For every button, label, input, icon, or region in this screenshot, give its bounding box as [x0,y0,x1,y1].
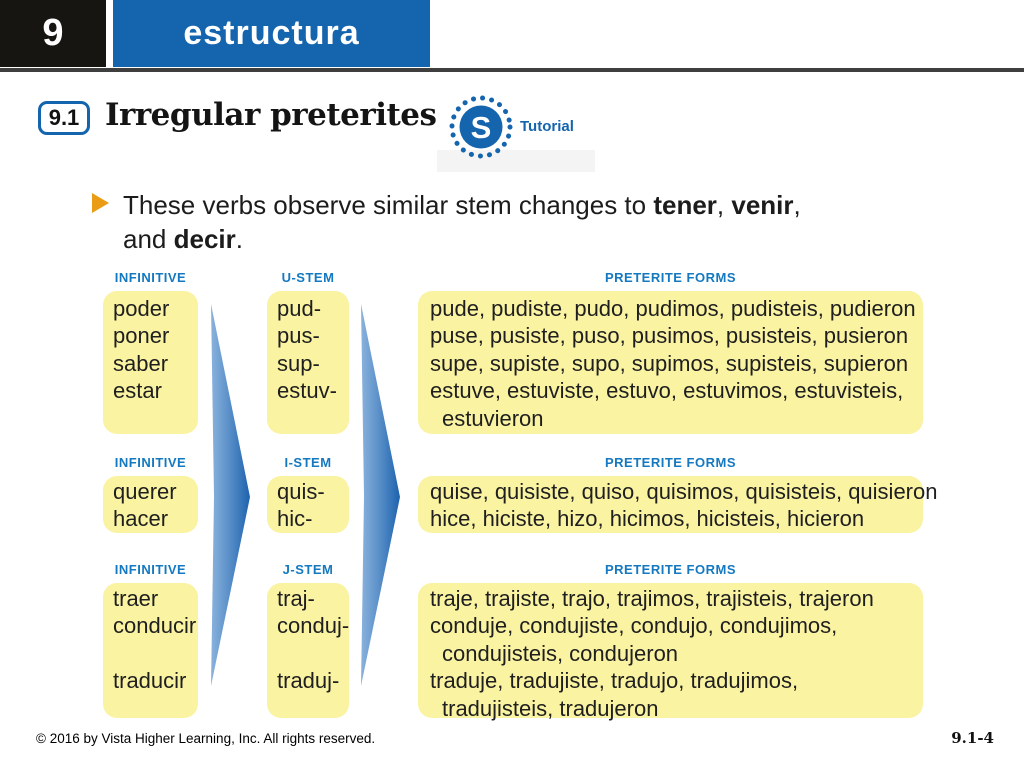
banner-rule [0,68,1024,72]
column-header-infinitive: INFINITIVE [114,455,187,470]
verb-line: conduj- [277,613,350,639]
verb-line: traduje, tradujiste, tradujo, tradujimos… [430,668,799,694]
bullet-arrow-icon [92,193,109,213]
column-header-stem: U-STEM [281,270,335,285]
verb-line: supe, supiste, supo, supimos, supisteis,… [430,350,909,376]
verb-line: pud- [277,296,322,321]
logo-background [437,150,595,172]
verb-line: hic- [277,506,313,532]
verb-line: pus- [277,323,320,349]
stem-box: traj-conduj-traduj- [267,583,349,718]
verb-line: sup- [277,350,320,376]
section-title: estructura [183,14,360,52]
supersite-logo-icon[interactable]: S [448,94,514,160]
infinitive-box: poder poner saber estar [103,291,198,434]
verb-line: poner [113,323,170,349]
preterite-forms-box: quise, quisiste, quiso, quisimos, quisis… [418,476,938,533]
verb-line: pude, pudiste, pudo, pudimos, pudisteis,… [430,296,916,321]
column-header-infinitive: INFINITIVE [114,270,187,285]
infinitive-box: traer conducir traducir [103,583,198,718]
section-title-box: estructura [113,0,430,67]
bullet-seg: and [123,224,174,254]
bullet-text: These verbs observe similar stem changes… [123,188,923,256]
page-title: Irregular preterites [105,97,437,133]
tutorial-link[interactable]: Tutorial [520,118,574,135]
stem-box: pud-pus-sup-estuv- [267,291,349,434]
verb-line: querer [113,479,177,504]
verb-line: estuv- [277,378,337,404]
column-header-preterite: PRETERITE FORMS [604,562,736,577]
bullet-bold-venir: venir [731,190,794,220]
page-number: 9.1-4 [951,729,994,747]
verb-line: estar [113,378,162,404]
verb-line-spacer [277,640,349,667]
infinitive-box: querer hacer [103,476,198,533]
verb-line: estuve, estuviste, estuvo, estuvimos, es… [430,378,904,404]
verb-line: puse, pusiste, puso, pusimos, pusisteis,… [430,323,909,349]
preterite-forms-box: traje, trajiste, trajo, trajimos, trajis… [418,583,923,721]
verb-line: tradujisteis, tradujeron [442,695,659,721]
bullet-seg: These verbs observe similar stem changes… [123,190,654,220]
unit-number-box: 9 [0,0,106,67]
verb-line: traje, trajiste, trajo, trajimos, trajis… [430,586,874,611]
verb-line: conducir [113,613,197,639]
verb-line: quis- [277,479,325,504]
section-code-badge: 9.1 [38,101,90,135]
verb-line: conduje, condujiste, condujo, condujimos… [430,613,838,639]
bullet-bold-decir: decir [173,224,236,254]
verb-line: traducir [113,668,187,694]
column-header-preterite: PRETERITE FORMS [604,270,736,285]
copyright-text: © 2016 by Vista Higher Learning, Inc. Al… [36,731,376,746]
unit-number: 9 [42,12,64,54]
arrow-icon-1 [211,304,250,686]
stem-box: quis-hic- [267,476,349,533]
verb-line: poder [113,296,170,321]
bullet-seg: . [235,224,243,254]
verb-line: saber [113,350,169,376]
column-header-stem: I-STEM [284,455,332,470]
verb-line: traj- [277,586,315,611]
column-header-stem: J-STEM [282,562,334,577]
bullet-bold-tener: tener [653,190,717,220]
arrow-icon-2 [361,304,400,686]
svg-text:S: S [471,110,492,145]
verb-line: condujisteis, condujeron [442,640,679,666]
verb-line: hacer [113,506,169,532]
verb-line: traer [113,586,159,611]
column-header-preterite: PRETERITE FORMS [604,455,736,470]
column-header-infinitive: INFINITIVE [114,562,187,577]
bullet-seg: , [793,190,801,220]
preterite-forms-box: pude, pudiste, pudo, pudimos, pudisteis,… [418,291,923,434]
verb-line: estuvieron [442,405,544,431]
bullet-seg: , [716,190,732,220]
section-code: 9.1 [48,105,80,130]
verb-line: quise, quisiste, quiso, quisimos, quisis… [430,479,938,504]
verb-line: hice, hiciste, hizo, hicimos, hicisteis,… [430,506,865,532]
verb-line-spacer [113,640,198,667]
verb-line: traduj- [277,668,340,694]
